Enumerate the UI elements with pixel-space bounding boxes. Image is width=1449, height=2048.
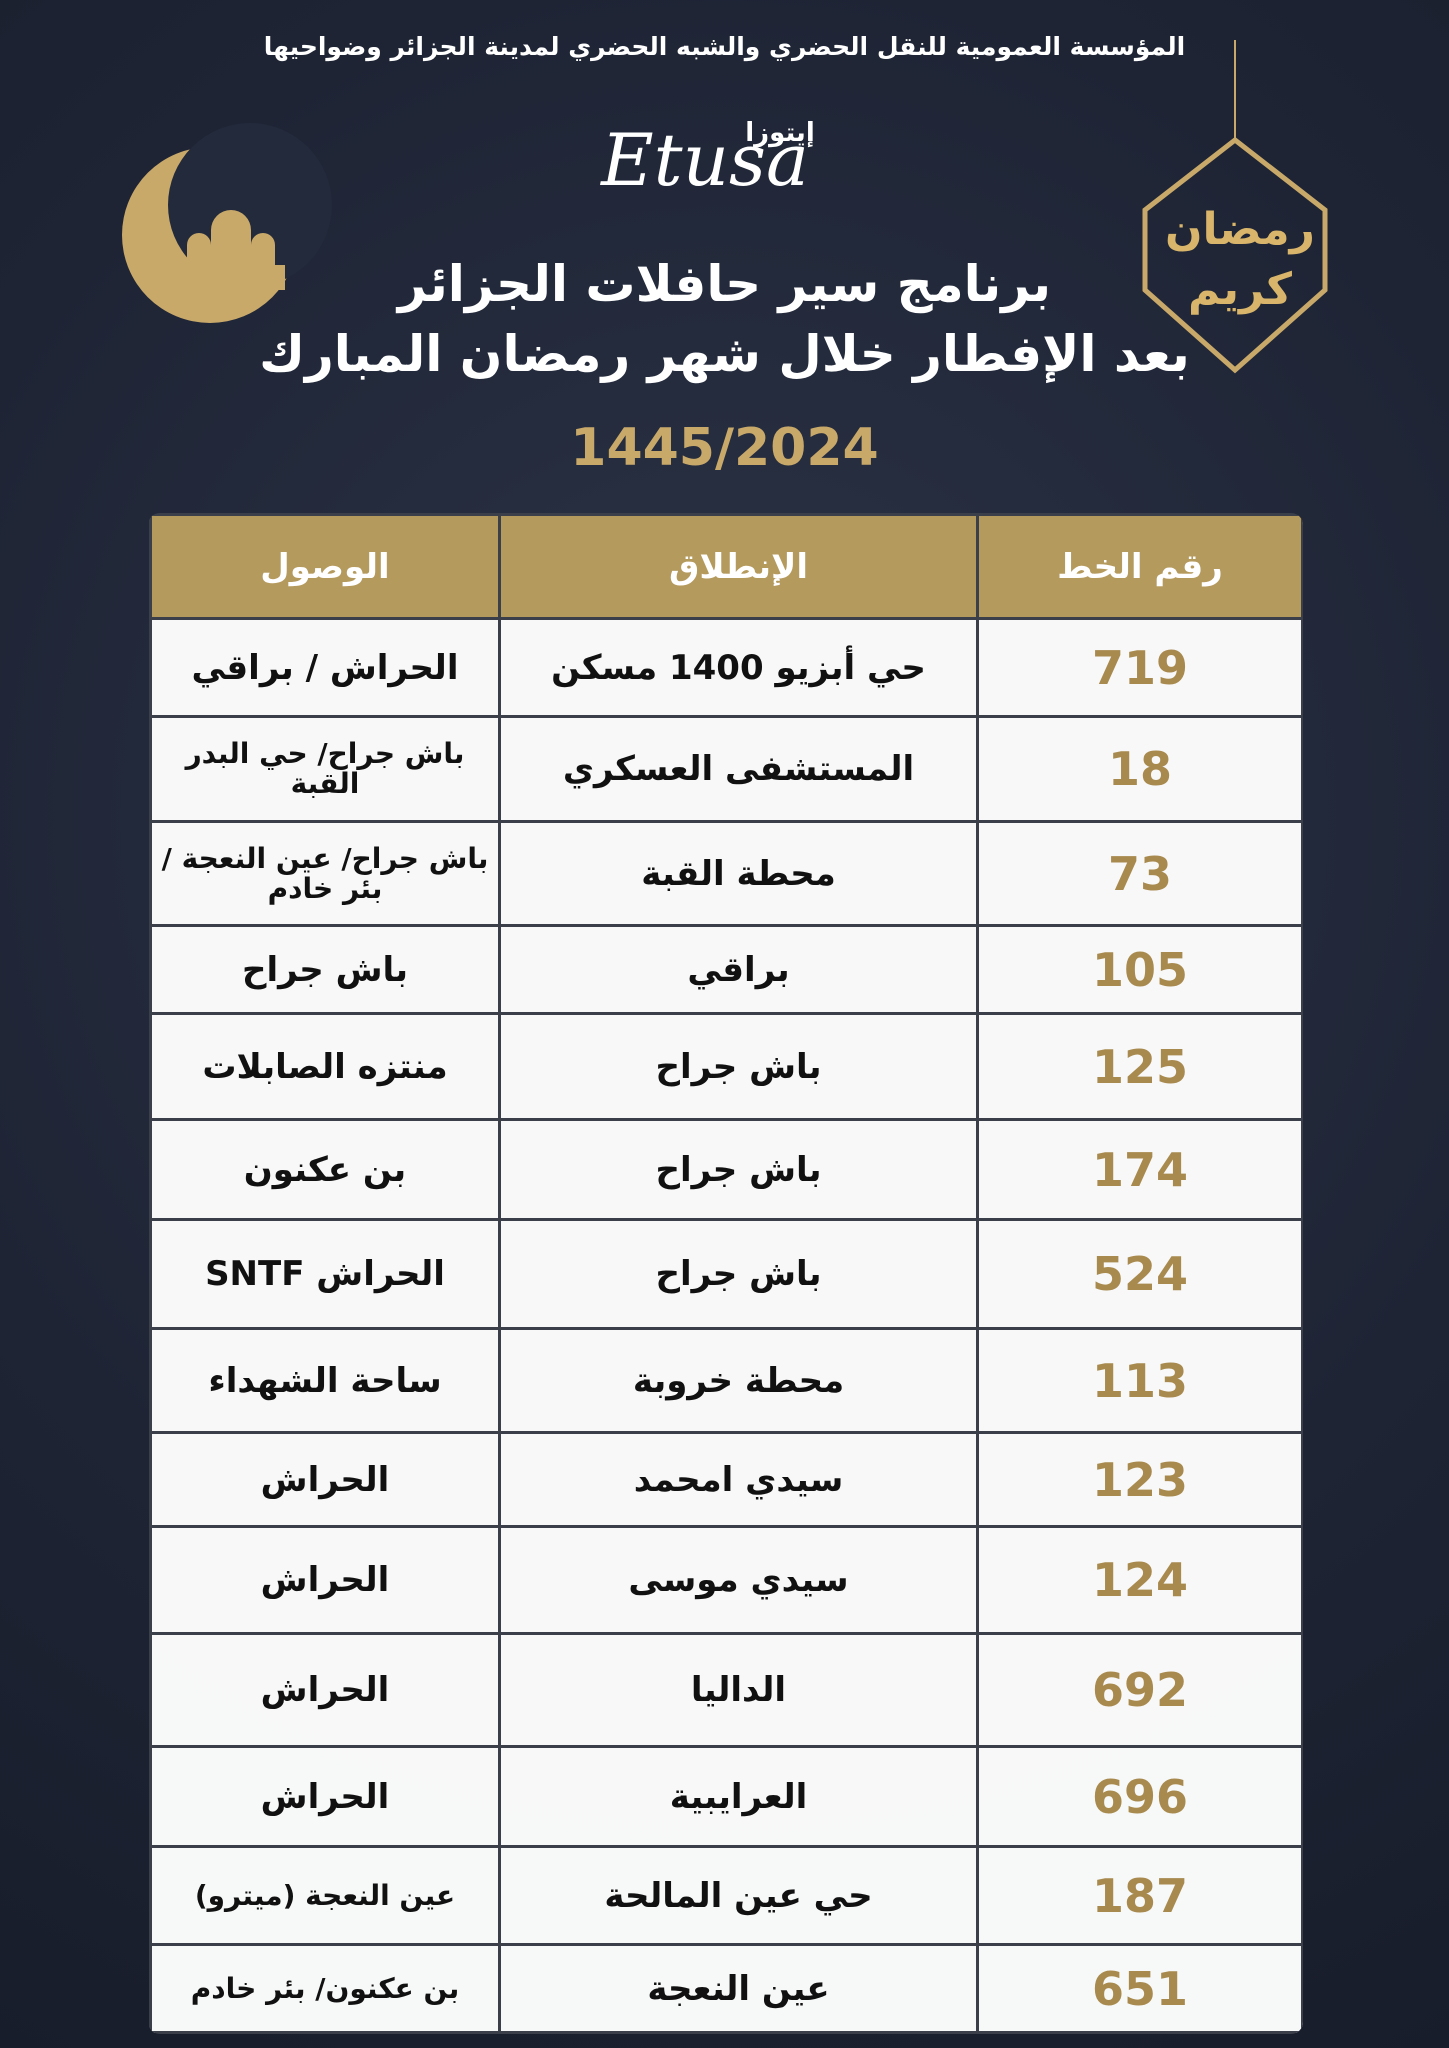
line-number: 719 (976, 617, 1303, 718)
arrival: الحراش (149, 1525, 501, 1635)
arrival: منتزه الصابلات (149, 1012, 501, 1121)
title: برنامج سير حافلات الجزائر (397, 255, 1052, 313)
table-row: 125 باش جراح منتزه الصابلات (149, 1012, 1303, 1121)
line-number: 651 (976, 1943, 1303, 2034)
arrival: الحراش (149, 1745, 501, 1848)
arrival: بن عكنون (149, 1118, 501, 1221)
header-row: رقم الخط الإنطلاق الوصول (149, 513, 1303, 620)
mosque (180, 210, 285, 290)
departure: باش جراح (498, 1118, 979, 1221)
table-row: 73 محطة القبة باش جراح/ عين النعجة / بئر خ… (149, 820, 1303, 927)
departure: حي عين المالحة (498, 1845, 979, 1946)
table-row: 719 حي أبزيو 1400 مسكن الحراش / براقي (149, 617, 1303, 718)
departure: الداليا (498, 1632, 979, 1748)
departure: باش جراح (498, 1012, 979, 1121)
departure: العرايبية (498, 1745, 979, 1848)
arrival: باش جراح/ عين النعجة / بئر خادم (149, 820, 501, 927)
departure: حي أبزيو 1400 مسكن (498, 617, 979, 718)
subtitle: بعد الإفطار خلال شهر رمضان المبارك (259, 325, 1190, 383)
line-number: 105 (976, 924, 1303, 1015)
arrival: الحراش / براقي (149, 617, 501, 718)
departure: المستشفى العسكري (498, 715, 979, 823)
table-row: 524 باش جراح الحراش SNTF (149, 1218, 1303, 1330)
line-number: 692 (976, 1632, 1303, 1748)
arrival: الحراش SNTF (149, 1218, 501, 1330)
arrival: باش جراح (149, 924, 501, 1015)
departure: محطة القبة (498, 820, 979, 927)
greeting: رمضان كريم (1164, 204, 1315, 315)
line-number: 696 (976, 1745, 1303, 1848)
table-row: 174 باش جراح بن عكنون (149, 1118, 1303, 1221)
line-number: 524 (976, 1218, 1303, 1330)
table-row: 651 عين النعجة بن عكنون/ بئر خادم (149, 1943, 1303, 2034)
table-row: 123 سيدي امحمد الحراش (149, 1431, 1303, 1528)
departure: سيدي موسى (498, 1525, 979, 1635)
column-header: الوصول (149, 513, 501, 620)
table-row: 124 سيدي موسى الحراش (149, 1525, 1303, 1635)
line-number: 73 (976, 820, 1303, 927)
arrival: الحراش (149, 1431, 501, 1528)
line-number: 123 (976, 1431, 1303, 1528)
table-row: 105 براقي باش جراح (149, 924, 1303, 1015)
line-number: 187 (976, 1845, 1303, 1946)
column-header: الإنطلاق (498, 513, 979, 620)
line-number: 125 (976, 1012, 1303, 1121)
arrival: الحراش (149, 1632, 501, 1748)
line-number: 174 (976, 1118, 1303, 1221)
departure: براقي (498, 924, 979, 1015)
logo-arabic: إيتوزا (745, 118, 815, 148)
organization: المؤسسة العمومية للنقل الحضري والشبه الح… (263, 32, 1186, 61)
departure: عين النعجة (498, 1943, 979, 2034)
year: 1445/2024 (570, 418, 879, 478)
arrival: باش جراح/ حي البدر القبة (149, 715, 501, 823)
departure: محطة خروبة (498, 1327, 979, 1434)
lantern (1142, 136, 1328, 374)
column-header: رقم الخط (976, 513, 1303, 620)
logo-latin: Etusa (601, 118, 809, 202)
arrival: بن عكنون/ بئر خادم (149, 1943, 501, 2034)
table-row: 18 المستشفى العسكري باش جراح/ حي البدر الق… (149, 715, 1303, 823)
schedule-table: رقم الخط الإنطلاق الوصول 719 حي أبزيو 1400 … (148, 513, 1303, 2034)
decorations (122, 40, 1328, 374)
table-row: 696 العرايبية الحراش (149, 1745, 1303, 1848)
arrival: ساحة الشهداء (149, 1327, 501, 1434)
table-row: 692 الداليا الحراش (149, 1632, 1303, 1748)
table-row: 187 حي عين المالحة عين النعجة (ميترو) (149, 1845, 1303, 1946)
arrival: عين النعجة (ميترو) (149, 1845, 501, 1946)
departure: باش جراح (498, 1218, 979, 1330)
table-row: 113 محطة خروبة ساحة الشهداء (149, 1327, 1303, 1434)
departure: سيدي امحمد (498, 1431, 979, 1528)
line-number: 18 (976, 715, 1303, 823)
line-number: 124 (976, 1525, 1303, 1635)
line-number: 113 (976, 1327, 1303, 1434)
